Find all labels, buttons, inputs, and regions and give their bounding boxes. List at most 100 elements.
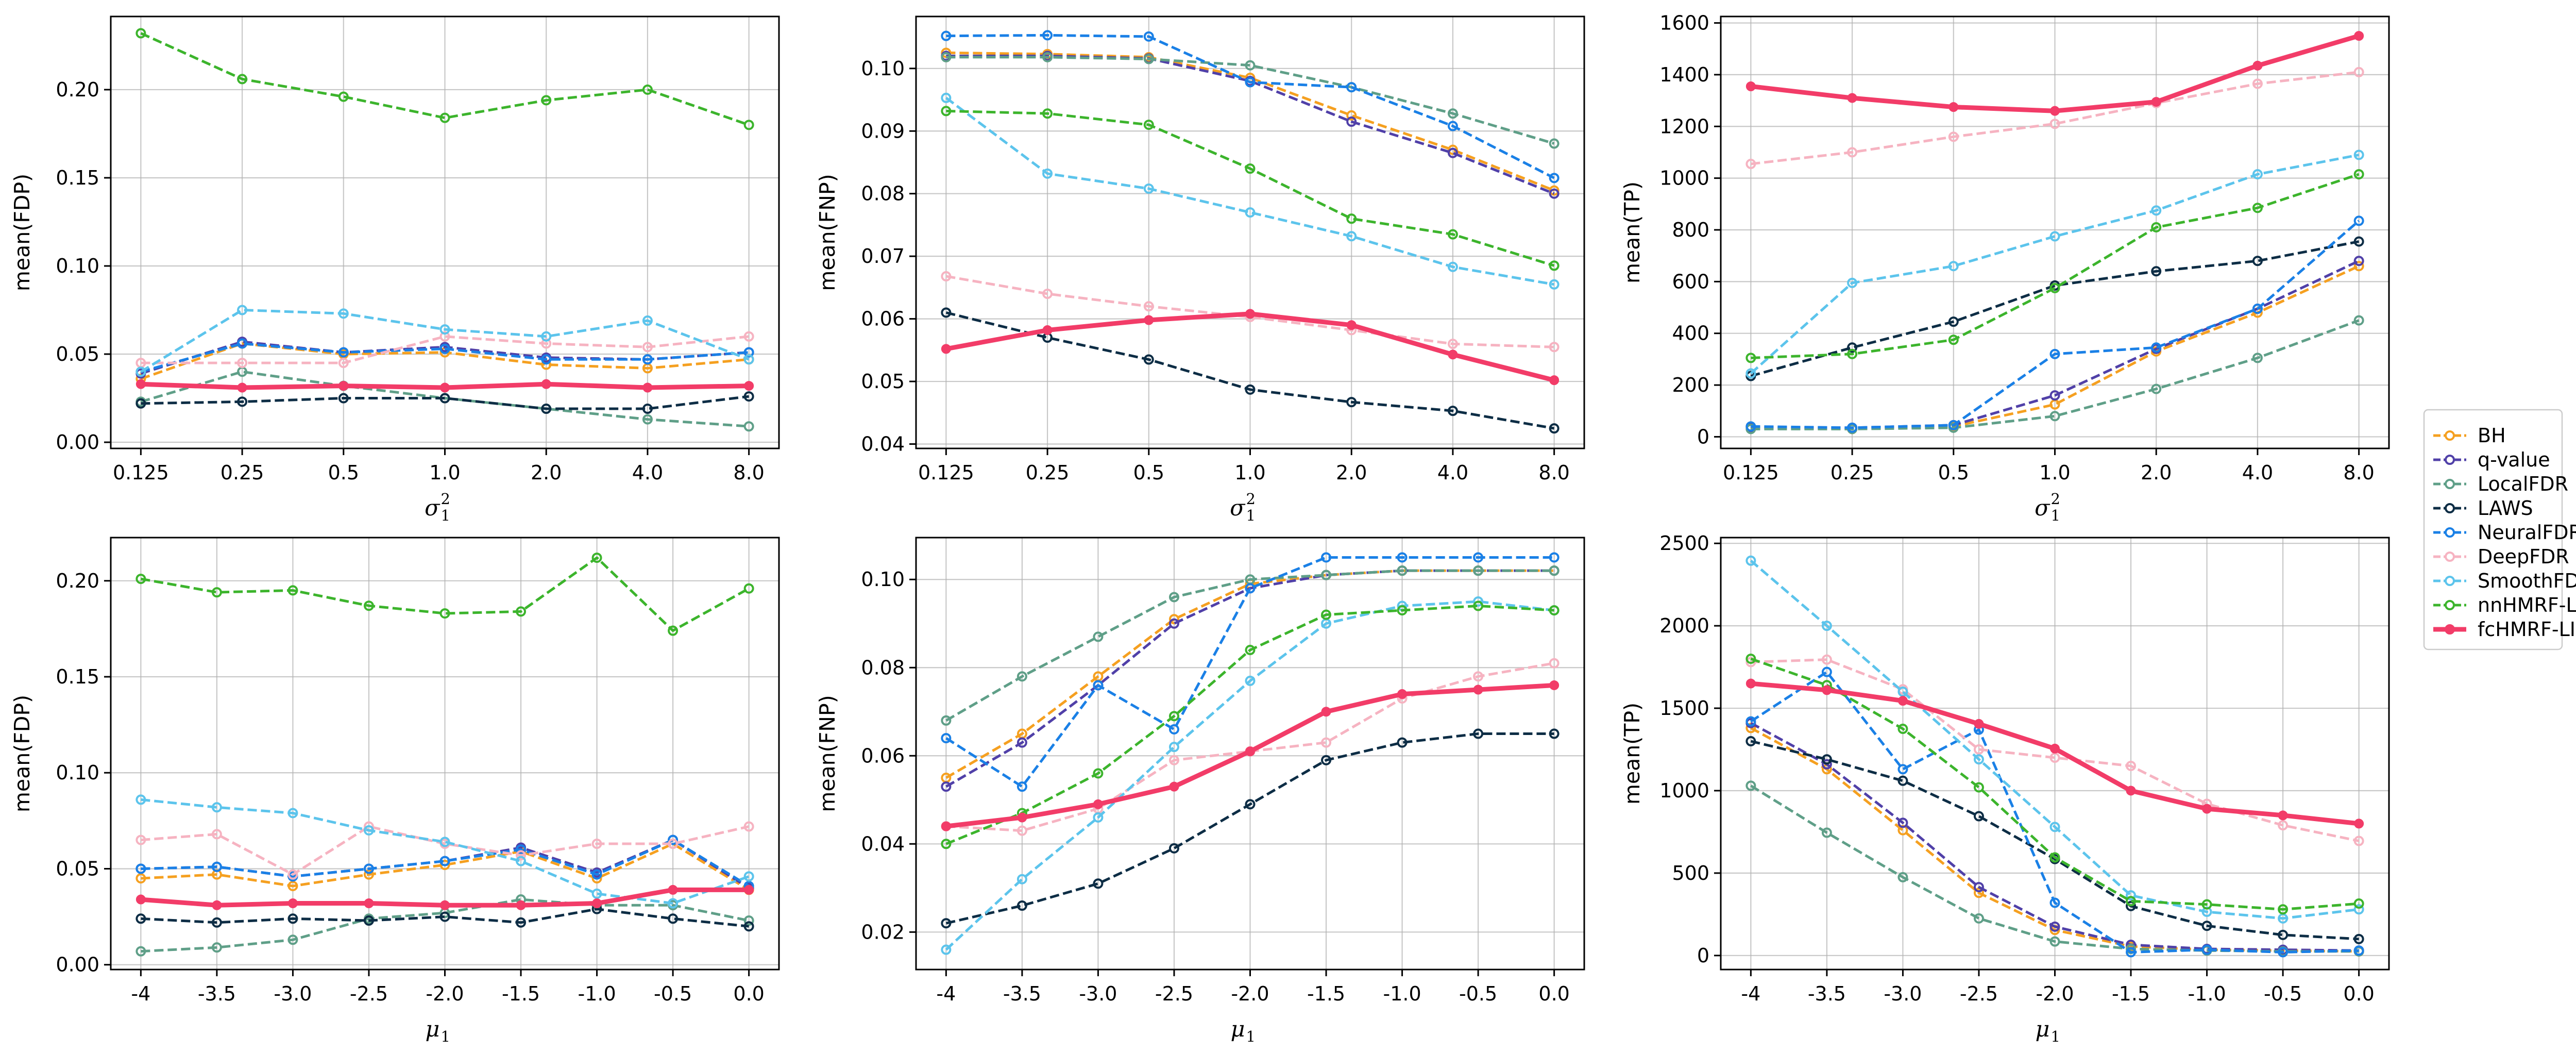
legend-label: nnHMRF-LIS [2478,594,2576,616]
point-deepfdr [1948,131,1959,142]
point-fchmrf-lis [1745,678,1756,689]
y-axis-label: mean(TP) [1620,703,1645,805]
x-tick-label: 0.125 [1723,461,1779,484]
series-line-nnhmrf-lis [140,556,750,632]
point-deepfdr [1042,289,1053,299]
point-nnhmrf-lis [1897,724,1908,734]
legend-swatch-marker [2445,455,2455,465]
legend-entry-deepfdr: DeepFDR [2433,545,2569,568]
point-fchmrf-lis [516,900,526,910]
point-laws [211,917,222,928]
point-q-value [1016,737,1027,748]
point-fchmrf-lis [338,381,349,391]
point-deepfdr [1847,147,1858,158]
point-laws [743,391,754,402]
point-laws [1447,406,1458,416]
x-tick-label: -2.5 [1155,982,1193,1005]
legend-frame [2423,409,2563,650]
point-fchmrf-lis [1245,746,1255,757]
point-nnhmrf-lis [2151,222,2162,232]
point-smoothfdr [1245,207,1256,218]
point-neuralfdr [2201,944,2212,955]
x-tick-label: 2.0 [2141,461,2172,484]
point-laws [941,918,952,929]
point-q-value [1447,147,1458,158]
series-line-nnhmrf-lis [140,32,750,126]
legend-entry-neuralfdr: NeuralFDR [2433,521,2576,544]
point-fchmrf-lis [642,382,653,393]
point-fchmrf-lis [1042,325,1053,335]
point-smoothfdr [1245,675,1256,686]
legend-label: DeepFDR [2478,545,2569,568]
point-deepfdr [591,839,602,849]
y-tick-label: 0 [1697,425,1709,448]
y-tick-label: 0.08 [861,182,905,205]
y-tick-label: 600 [1672,270,1709,293]
point-nnhmrf-lis [439,608,450,619]
point-smoothfdr [1093,812,1104,823]
x-tick-label: 0.125 [113,461,169,484]
point-neuralfdr [439,856,450,866]
point-nnhmrf-lis [516,606,527,617]
point-deepfdr [941,271,952,282]
x-tick-label: 0.25 [221,461,264,484]
point-fchmrf-lis [1346,320,1357,330]
x-axis-label-symbol: σ [2035,495,2050,521]
point-q-value [1897,817,1908,828]
point-deepfdr [2278,820,2289,831]
point-localfdr [1042,52,1053,62]
point-deepfdr [2353,66,2364,77]
x-tick-label: -2.5 [1960,982,1998,1005]
panel-top-middle: 0.125 0.25 0.5 1.0 2.0 4.0 8.0 0.04 0.05 0.06 0.07… [815,15,1585,524]
point-nnhmrf-lis [1397,605,1408,616]
point-neuralfdr [1948,420,1959,430]
point-smoothfdr [1847,277,1858,288]
x-tick-label: 0.0 [1538,982,1569,1005]
point-laws [1973,811,1984,822]
y-tick-label: 500 [1672,862,1709,884]
point-bh [1447,144,1458,155]
y-axis-label: mean(FNP) [815,174,840,291]
grid [111,16,779,448]
point-localfdr [941,52,952,62]
point-neuralfdr [439,343,450,354]
point-fchmrf-lis [2050,743,2060,754]
x-tick-label: -1.5 [1307,982,1345,1005]
x-tick-label: 0.5 [1133,461,1164,484]
y-tick-label: 0.09 [861,120,905,142]
legend-label: BH [2478,424,2506,447]
point-bh [439,860,450,871]
series-line-smoothfdr [945,96,1555,286]
point-smoothfdr [2353,149,2364,160]
point-smoothfdr [642,315,653,326]
point-laws [338,393,349,404]
series-line-deepfdr [1751,71,2359,165]
point-bh [1346,110,1357,121]
point-nnhmrf-lis [135,28,146,39]
point-neuralfdr [1897,764,1908,775]
x-tick-label: -1.0 [578,982,616,1005]
y-tick-label: 1000 [1659,779,1709,802]
point-neuralfdr [1093,680,1104,691]
legend-swatch-marker [2445,552,2455,562]
point-nnhmrf-lis [1346,213,1357,224]
point-laws [1948,316,1959,327]
point-fchmrf-lis [1245,309,1255,319]
point-nnhmrf-lis [1093,768,1104,779]
point-nnhmrf-lis [1745,353,1756,363]
point-localfdr [287,934,298,945]
point-fchmrf-lis [2278,810,2288,821]
point-laws [135,398,146,409]
x-tick-label: -3.5 [1808,982,1846,1005]
x-axis-label-symbol: σ [1230,495,1246,521]
y-tick-label: 1200 [1659,115,1709,138]
point-nnhmrf-lis [439,112,450,123]
series-line-localfdr [1750,784,2359,953]
x-tick-label: -4 [936,982,956,1005]
series-line-laws [1750,740,2359,941]
point-fchmrf-lis [541,379,551,389]
y-axis: 0.02 0.04 0.06 0.08 0.10 [861,568,916,943]
point-laws [2201,921,2212,931]
x-axis: 0.125 0.25 0.5 1.0 2.0 4.0 8.0 [918,448,1570,484]
